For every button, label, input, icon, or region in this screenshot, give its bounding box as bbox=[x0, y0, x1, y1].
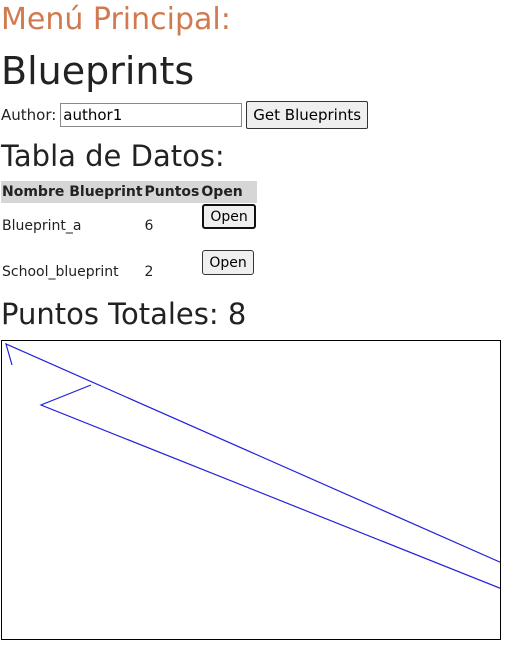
author-label: Author: bbox=[1, 106, 57, 124]
blueprint-open-cell: Open bbox=[200, 203, 256, 249]
blueprint-drawing bbox=[5, 342, 500, 589]
total-points: Puntos Totales: 8 bbox=[1, 297, 247, 331]
open-blueprint-button[interactable]: Open bbox=[202, 250, 254, 275]
table-title: Tabla de Datos: bbox=[1, 139, 225, 173]
table-row: Blueprint_a 6 Open bbox=[1, 203, 257, 249]
column-header-points: Puntos bbox=[143, 181, 201, 203]
column-header-name: Nombre Blueprint bbox=[1, 181, 144, 203]
page-title: Blueprints bbox=[1, 49, 195, 93]
table-row: School_blueprint 2 Open bbox=[1, 249, 257, 295]
blueprint-name-cell: Blueprint_a bbox=[2, 218, 82, 234]
blueprint-canvas bbox=[1, 340, 501, 640]
table-header-row: Nombre Blueprint Puntos Open bbox=[1, 181, 257, 203]
blueprint-open-cell: Open bbox=[200, 249, 256, 295]
author-form: Author: Get Blueprints bbox=[1, 100, 369, 130]
blueprint-path bbox=[5, 342, 500, 563]
blueprint-path bbox=[39, 384, 500, 589]
blueprint-points-cell: 6 bbox=[144, 218, 154, 234]
get-blueprints-button[interactable]: Get Blueprints bbox=[246, 101, 369, 129]
author-input[interactable] bbox=[60, 103, 243, 127]
open-blueprint-button[interactable]: Open bbox=[202, 204, 256, 229]
menu-title: Menú Principal: bbox=[1, 2, 231, 37]
blueprint-name-cell: School_blueprint bbox=[2, 264, 119, 280]
column-header-open: Open bbox=[200, 181, 257, 203]
blueprint-points-cell: 2 bbox=[144, 264, 154, 280]
blueprints-table: Nombre Blueprint Puntos Open Blueprint_a… bbox=[1, 181, 257, 295]
